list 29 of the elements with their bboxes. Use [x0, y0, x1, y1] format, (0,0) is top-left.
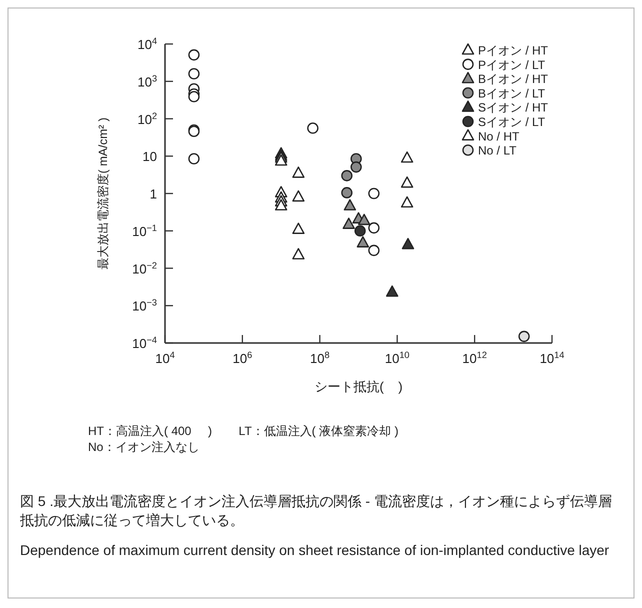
y-axis-title: 最大放出電流密度( mA/cm² ) — [96, 118, 110, 270]
y-tick-label: 10$^{−2}$ — [132, 260, 157, 276]
x-tick-label: 10$^{10}$ — [384, 350, 410, 366]
y-tick-label: 10$^{−1}$ — [132, 222, 157, 239]
text: 図 5 .最大放出電流密度とイオン注入伝導層抵抗の関係 - 電流密度は，イオン種によらず伝導層抵抗の低減に従って増大している。 — [20, 492, 613, 530]
y-tick-label: 10$^{4}$ — [137, 36, 157, 52]
x-tick-label: 10$^{4}$ — [155, 350, 175, 366]
legend-label: Bイオン / LT — [478, 86, 546, 100]
legend-label: Pイオン / HT — [478, 44, 549, 58]
legend-label: Pイオン / LT — [478, 58, 546, 72]
x-axis-title: シート抵抗( ) — [314, 379, 403, 394]
y-tick-label: 10$^{−4}$ — [132, 335, 157, 351]
text: Dependence of maximum current density on sheet resistance of ion-implanted conductive layer — [20, 541, 610, 560]
y-tick-label: 1 — [150, 186, 157, 202]
x-tick-label: 10$^{14}$ — [540, 350, 564, 366]
y-tick-label: 10$^{3}$ — [137, 73, 157, 90]
y-tick-label: 10 — [142, 149, 157, 164]
y-tick-label: 10$^{−3}$ — [132, 298, 157, 314]
legend-label: No / HT — [478, 129, 520, 144]
legend-label: Sイオン / HT — [478, 100, 549, 115]
legend-label: Bイオン / HT — [478, 72, 549, 86]
legend-label: No / LT — [478, 144, 518, 158]
legend-label: Sイオン / LT — [478, 115, 546, 129]
y-tick-label: 10$^{2}$ — [137, 110, 157, 127]
x-tick-label: 10$^{8}$ — [310, 350, 330, 366]
x-tick-label: 10$^{6}$ — [232, 350, 252, 366]
text: HT：高温注入( 400 ) LT：低温注入( 液体窒素冷却 ) — [88, 423, 400, 440]
text: No：イオン注入なし — [88, 439, 200, 456]
x-tick-label: 10$^{12}$ — [462, 350, 487, 366]
